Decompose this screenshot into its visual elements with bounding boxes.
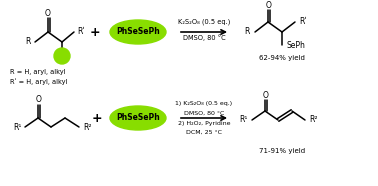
Text: 71-91% yield: 71-91% yield bbox=[259, 148, 305, 154]
Text: Rʹ: Rʹ bbox=[299, 17, 307, 26]
Text: 62-94% yield: 62-94% yield bbox=[259, 55, 305, 61]
Text: R¹: R¹ bbox=[239, 116, 247, 124]
Text: K₂S₂O₈ (0.5 eq.): K₂S₂O₈ (0.5 eq.) bbox=[178, 19, 230, 25]
Text: 1) K₂S₂O₈ (0.5 eq.): 1) K₂S₂O₈ (0.5 eq.) bbox=[175, 102, 232, 107]
Text: DCM, 25 °C: DCM, 25 °C bbox=[186, 129, 222, 134]
Text: O: O bbox=[263, 91, 269, 100]
Text: DMSO, 80 °C: DMSO, 80 °C bbox=[183, 35, 225, 41]
Text: R: R bbox=[244, 28, 250, 36]
Text: SePh: SePh bbox=[287, 41, 305, 49]
Text: +: + bbox=[90, 25, 100, 39]
Text: O: O bbox=[266, 1, 272, 9]
Text: DMSO, 80 °C: DMSO, 80 °C bbox=[184, 110, 224, 116]
Text: O: O bbox=[45, 9, 51, 17]
Text: Rʹ = H, aryl, alkyl: Rʹ = H, aryl, alkyl bbox=[10, 79, 67, 85]
Text: 2) H₂O₂, Pyridine: 2) H₂O₂, Pyridine bbox=[178, 121, 230, 126]
Text: H: H bbox=[59, 52, 65, 60]
Text: R²: R² bbox=[83, 123, 91, 132]
Text: +: + bbox=[92, 111, 102, 124]
Ellipse shape bbox=[110, 20, 166, 44]
Text: PhSeSePh: PhSeSePh bbox=[116, 28, 160, 36]
Text: R: R bbox=[25, 38, 31, 46]
Text: R = H, aryl, alkyl: R = H, aryl, alkyl bbox=[10, 69, 65, 75]
Ellipse shape bbox=[110, 106, 166, 130]
Text: R¹: R¹ bbox=[13, 123, 21, 132]
Text: O: O bbox=[36, 95, 42, 105]
Text: PhSeSePh: PhSeSePh bbox=[116, 113, 160, 123]
Text: Rʹ: Rʹ bbox=[77, 28, 85, 36]
Text: R²: R² bbox=[309, 116, 317, 124]
Circle shape bbox=[54, 48, 70, 64]
